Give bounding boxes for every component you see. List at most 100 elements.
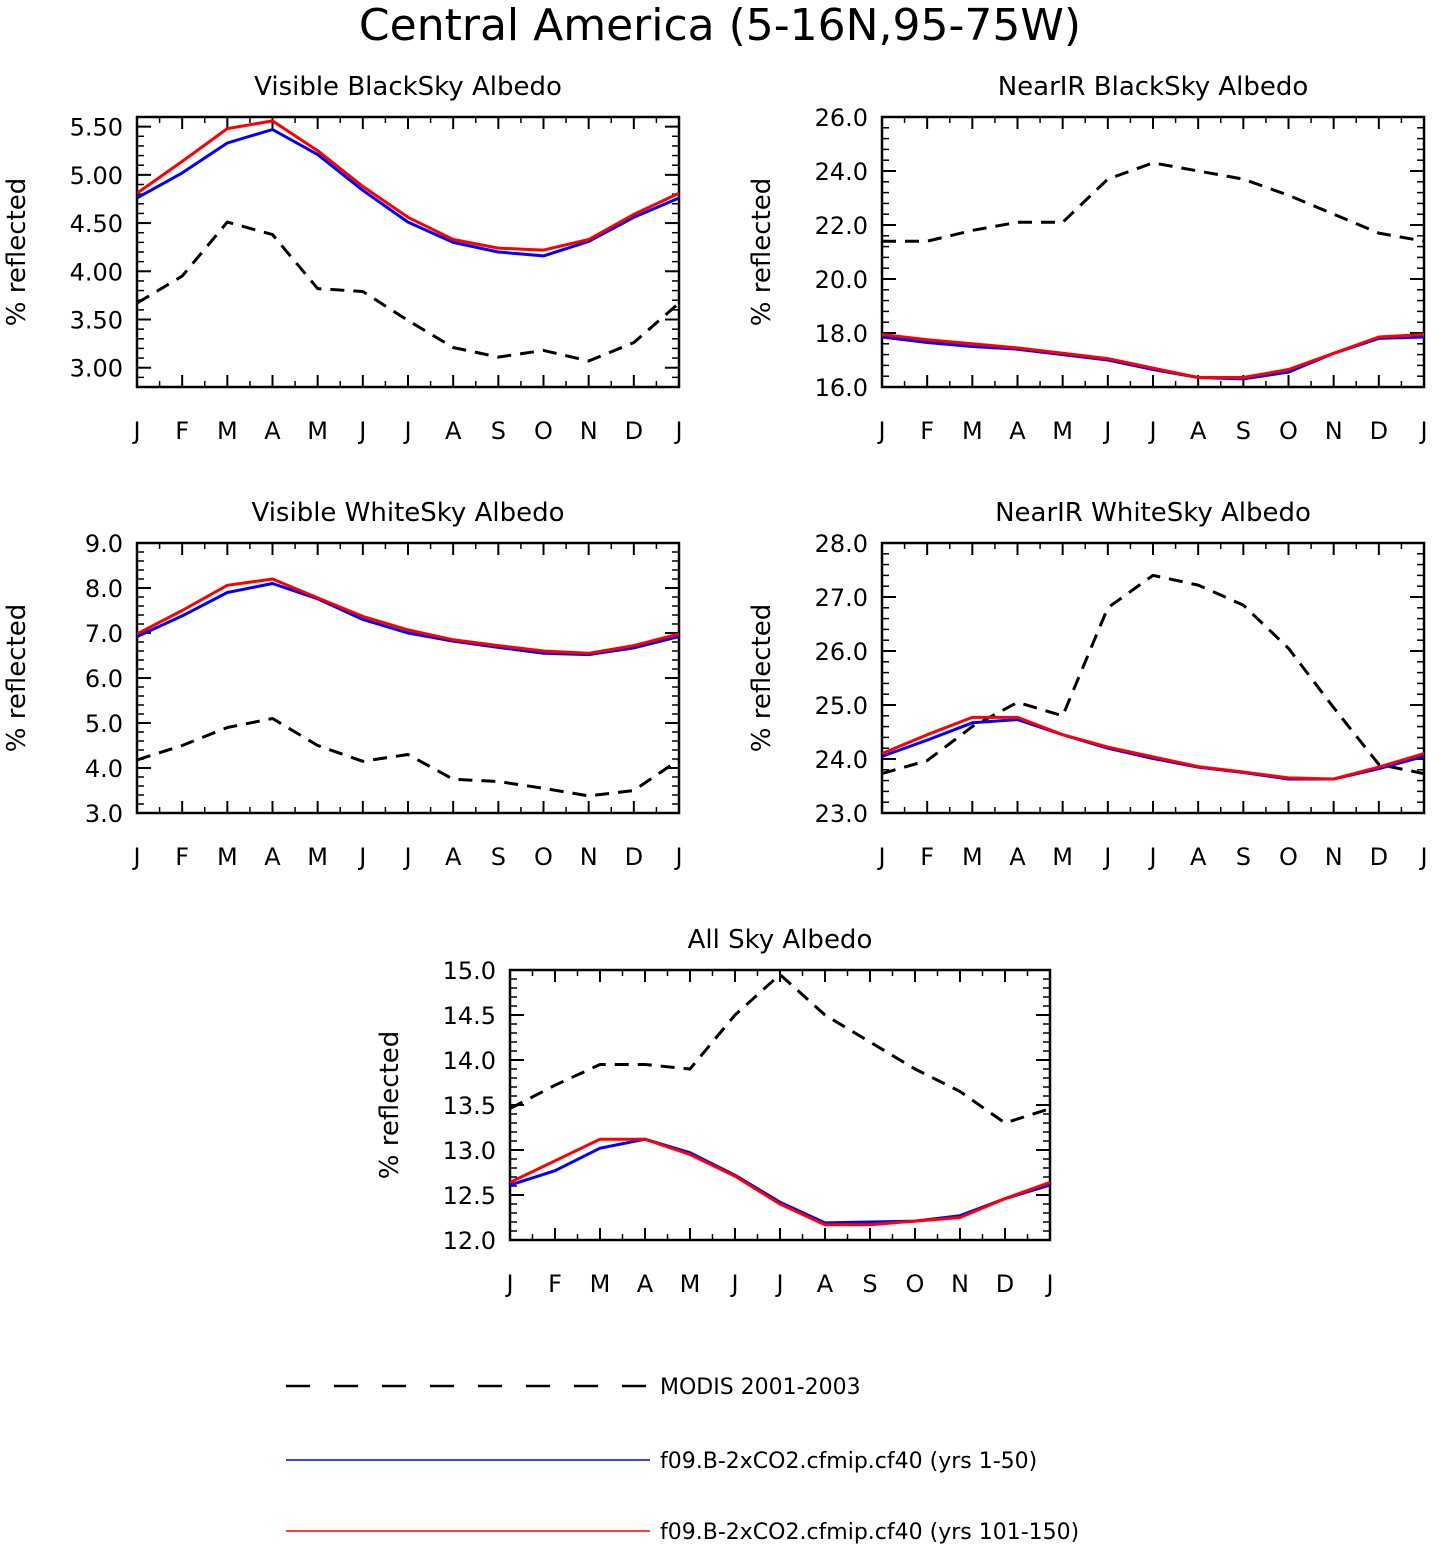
x-tick-label: F [920,843,934,871]
x-tick-label: M [1052,843,1073,871]
series-line-modis [137,220,679,363]
x-tick-label: S [862,1270,877,1298]
x-tick-label: S [1236,843,1251,871]
series-line-modis [882,161,1424,243]
x-tick-label: O [534,417,553,445]
x-tick-label: D [625,417,643,445]
x-tick-label: A [1009,843,1026,871]
x-tick-label: S [491,417,506,445]
y-tick-label: 24.0 [815,746,868,774]
plot-frame [135,115,681,389]
x-tick-label: J [131,417,140,445]
x-tick-label: M [680,1270,701,1298]
x-tick-label: J [131,843,140,871]
y-tick-label: 16.0 [815,374,868,402]
y-tick-label: 12.5 [443,1182,496,1210]
series-line-modis [137,717,679,798]
y-tick-label: 7.0 [85,620,123,648]
x-tick-label: N [580,843,598,871]
y-tick-label: 23.0 [815,800,868,828]
y-tick-label: 22.0 [815,212,868,240]
series-line-yrs-101-150 [137,119,679,252]
y-tick-label: 14.5 [443,1002,496,1030]
x-tick-label: J [876,843,885,871]
x-tick-label: N [951,1270,969,1298]
x-tick-label: A [817,1270,834,1298]
x-tick-label: S [491,843,506,871]
x-tick-label: N [1325,417,1343,445]
plot-frame [508,968,1052,1242]
y-tick-label: 5.0 [85,710,123,738]
x-tick-label: O [534,843,553,871]
y-tick-label: 28.0 [815,530,868,558]
series-line-yrs-101-150 [137,577,679,655]
y-axis-label: % reflected [2,604,32,752]
series-line-yrs-1-50 [882,718,1424,781]
x-tick-label: S [1236,417,1251,445]
x-tick-label: J [1102,417,1111,445]
y-tick-label: 18.0 [815,320,868,348]
x-tick-label: O [906,1270,925,1298]
x-tick-label: A [637,1270,654,1298]
y-tick-label: 5.00 [70,162,123,190]
x-tick-label: M [962,843,983,871]
x-tick-label: F [548,1270,562,1298]
y-tick-label: 20.0 [815,266,868,294]
x-tick-label: M [217,843,238,871]
x-tick-label: A [264,843,281,871]
x-tick-label: A [1190,417,1207,445]
x-tick-label: A [1009,417,1026,445]
y-tick-label: 3.00 [70,355,123,383]
x-tick-label: J [876,417,885,445]
x-tick-label: J [1147,417,1156,445]
x-tick-label: D [1370,417,1388,445]
x-tick-label: N [1325,843,1343,871]
x-tick-label: J [673,417,682,445]
y-axis-label: % reflected [747,178,777,326]
y-tick-label: 13.5 [443,1092,496,1120]
x-tick-label: J [673,843,682,871]
x-tick-label: M [590,1270,611,1298]
x-tick-label: O [1279,417,1298,445]
panel-title: NearIR WhiteSky Albedo [995,498,1311,528]
x-tick-label: J [357,417,366,445]
x-tick-label: A [1190,843,1207,871]
y-tick-label: 12.0 [443,1227,496,1255]
x-tick-label: J [1418,843,1427,871]
y-tick-label: 27.0 [815,584,868,612]
series-line-yrs-1-50 [137,582,679,657]
x-tick-label: M [217,417,238,445]
x-tick-label: F [175,843,189,871]
panel-title: NearIR BlackSky Albedo [998,72,1309,102]
figure-title: Central America (5-16N,95-75W) [359,0,1081,51]
x-tick-label: J [402,843,411,871]
x-tick-label: F [175,417,189,445]
y-tick-label: 5.50 [70,114,123,142]
y-tick-label: 8.0 [85,575,123,603]
plot-frame [880,541,1426,815]
y-tick-label: 25.0 [815,692,868,720]
series-line-yrs-101-150 [882,715,1424,781]
y-tick-label: 13.0 [443,1137,496,1165]
legend-entry-3: f09.B-2xCO2.cfmip.cf40 (yrs 101-150) [286,1520,1079,1545]
series-line-yrs-101-150 [510,1137,1050,1227]
series-line-yrs-101-150 [882,332,1424,379]
x-tick-label: J [357,843,366,871]
x-tick-label: J [1102,843,1111,871]
x-tick-label: J [774,1270,783,1298]
y-tick-label: 3.50 [70,307,123,335]
y-tick-label: 9.0 [85,530,123,558]
x-tick-label: N [580,417,598,445]
plot-frame [135,541,681,815]
x-tick-label: J [1418,417,1427,445]
legend-entry-1: MODIS 2001-2003 [286,1375,861,1400]
x-tick-label: D [1370,843,1388,871]
panel-title: All Sky Albedo [688,925,873,955]
y-axis-label: % reflected [747,604,777,752]
legend-label: f09.B-2xCO2.cfmip.cf40 (yrs 1-50) [660,1449,1037,1474]
